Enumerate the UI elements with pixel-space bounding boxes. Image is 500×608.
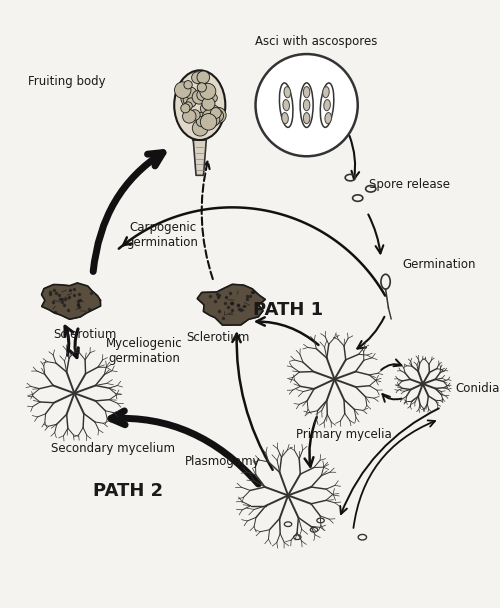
Circle shape bbox=[202, 109, 216, 123]
Circle shape bbox=[200, 114, 217, 130]
Polygon shape bbox=[42, 283, 100, 319]
Circle shape bbox=[203, 97, 211, 106]
Circle shape bbox=[184, 102, 192, 110]
Circle shape bbox=[181, 91, 197, 106]
Circle shape bbox=[185, 87, 196, 99]
Ellipse shape bbox=[322, 87, 329, 98]
Text: Asci with ascospores: Asci with ascospores bbox=[254, 35, 377, 47]
Circle shape bbox=[186, 98, 196, 107]
Circle shape bbox=[206, 112, 220, 126]
Circle shape bbox=[186, 95, 196, 105]
Text: Spore release: Spore release bbox=[369, 178, 450, 191]
Text: Plasmogamy: Plasmogamy bbox=[185, 455, 261, 468]
Circle shape bbox=[184, 81, 192, 89]
Circle shape bbox=[197, 89, 208, 101]
Circle shape bbox=[192, 90, 206, 104]
Circle shape bbox=[200, 83, 216, 99]
Text: Secondary mycelium: Secondary mycelium bbox=[51, 441, 175, 455]
Text: Conidia: Conidia bbox=[456, 382, 500, 395]
Circle shape bbox=[197, 71, 209, 84]
Text: Myceliogenic
germination: Myceliogenic germination bbox=[106, 337, 182, 365]
Polygon shape bbox=[194, 140, 206, 175]
Circle shape bbox=[182, 84, 189, 92]
Ellipse shape bbox=[284, 87, 290, 98]
Circle shape bbox=[181, 104, 190, 113]
Circle shape bbox=[174, 82, 191, 98]
Polygon shape bbox=[198, 285, 266, 325]
Circle shape bbox=[196, 116, 206, 126]
Circle shape bbox=[210, 108, 222, 119]
Ellipse shape bbox=[304, 100, 310, 111]
Circle shape bbox=[202, 97, 215, 110]
Text: Sclerotium: Sclerotium bbox=[53, 328, 116, 341]
Text: PATH 1: PATH 1 bbox=[252, 300, 323, 319]
Text: Primary mycelia: Primary mycelia bbox=[296, 427, 392, 441]
Circle shape bbox=[190, 109, 200, 120]
Circle shape bbox=[182, 109, 196, 123]
Circle shape bbox=[183, 94, 195, 106]
Ellipse shape bbox=[325, 112, 332, 123]
Circle shape bbox=[192, 72, 203, 83]
Circle shape bbox=[197, 83, 206, 92]
Text: Sclerotium: Sclerotium bbox=[186, 331, 249, 344]
Ellipse shape bbox=[174, 71, 226, 140]
Text: Carpogenic
germination: Carpogenic germination bbox=[126, 221, 198, 249]
Circle shape bbox=[211, 109, 224, 122]
Circle shape bbox=[192, 120, 208, 136]
Circle shape bbox=[196, 112, 207, 122]
Text: PATH 2: PATH 2 bbox=[93, 482, 163, 500]
Ellipse shape bbox=[324, 100, 330, 111]
Circle shape bbox=[208, 105, 219, 116]
Text: Fruiting body: Fruiting body bbox=[28, 75, 106, 88]
Circle shape bbox=[210, 108, 226, 123]
Ellipse shape bbox=[283, 100, 290, 111]
Circle shape bbox=[207, 112, 219, 125]
Ellipse shape bbox=[304, 112, 310, 124]
Circle shape bbox=[256, 54, 358, 156]
Circle shape bbox=[200, 103, 211, 114]
Ellipse shape bbox=[282, 112, 288, 123]
Circle shape bbox=[209, 94, 218, 102]
Circle shape bbox=[198, 85, 212, 99]
Ellipse shape bbox=[304, 86, 310, 98]
Text: Germination: Germination bbox=[402, 258, 476, 272]
